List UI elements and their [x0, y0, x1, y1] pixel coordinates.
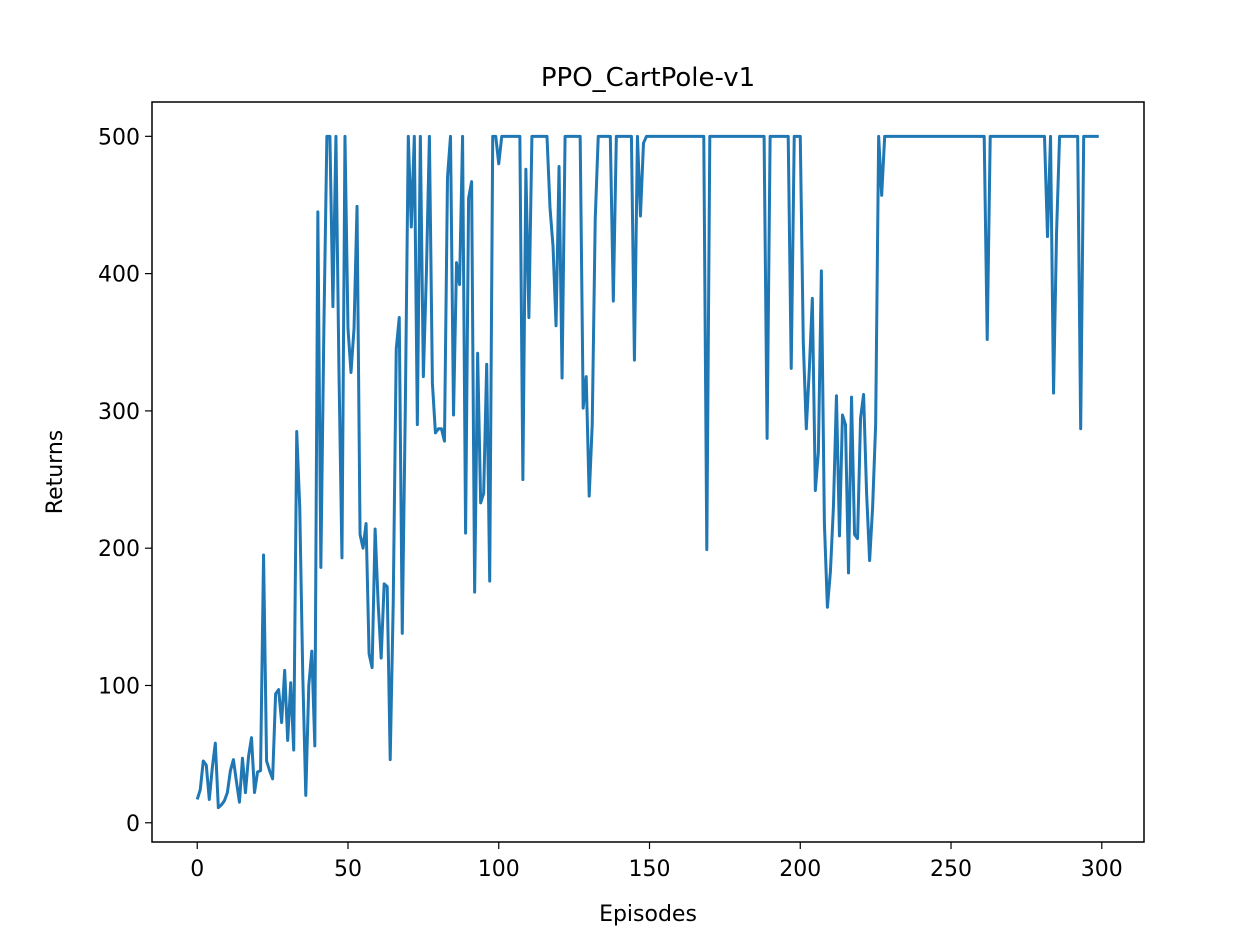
x-tick-label: 150 — [629, 857, 671, 882]
data-line — [195, 134, 1099, 810]
y-axis-label: Returns — [43, 430, 68, 514]
x-tick-label: 50 — [334, 857, 362, 882]
y-tick-label: 300 — [98, 400, 140, 425]
x-tick-label: 0 — [190, 857, 204, 882]
y-tick-label: 0 — [126, 812, 140, 837]
x-tick-label: 250 — [930, 857, 972, 882]
y-tick-label: 400 — [98, 263, 140, 288]
chart-title: PPO_CartPole-v1 — [541, 63, 755, 93]
x-tick-label: 100 — [478, 857, 520, 882]
y-tick-label: 200 — [98, 537, 140, 562]
x-tick-label: 200 — [779, 857, 821, 882]
plot-frame — [151, 101, 1145, 843]
x-axis-label: Episodes — [599, 902, 697, 927]
x-tick-label: 300 — [1081, 857, 1123, 882]
y-tick-label: 100 — [98, 674, 140, 699]
y-tick-label: 500 — [98, 125, 140, 150]
